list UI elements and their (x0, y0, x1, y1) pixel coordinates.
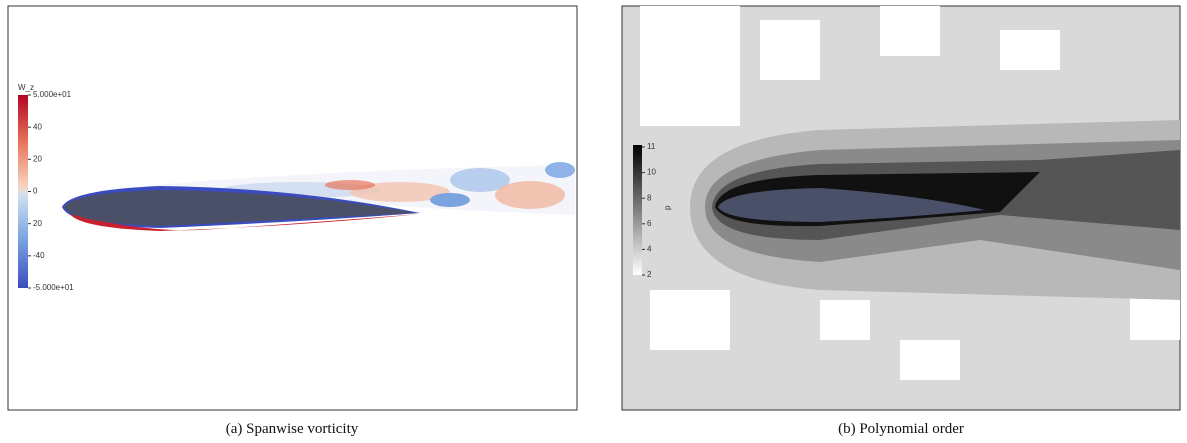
panel-a: W_z (a) Spanwise vorticity (8, 6, 577, 437)
colorbar (633, 145, 642, 275)
caption: (b) Polynomial order (838, 421, 964, 437)
colorbar-tick-label: 8 (647, 193, 652, 202)
colorbar-tick-label: 11 (647, 142, 656, 151)
colorbar-tick-label: -40 (33, 251, 45, 260)
page: W_z (a) Spanwise vorticity p (b) Polynom… (0, 0, 1187, 443)
colorbar-tick-label: 20 (33, 219, 42, 228)
figure: W_z (a) Spanwise vorticity p (b) Polynom… (0, 0, 1187, 443)
colorbar-tick-label: 0 (33, 187, 38, 196)
colorbar-tick-label: 40 (33, 122, 42, 131)
colorbar-tick-label: 4 (647, 245, 652, 254)
colorbar-tick-label: 5.000e+01 (33, 90, 72, 99)
colorbar (18, 95, 28, 288)
colorbar-tick-label: 6 (647, 219, 652, 228)
panel-b: p (b) Polynomial order (622, 6, 1180, 437)
colorbar-title: p (663, 205, 672, 210)
colorbar-tick-label: 20 (33, 154, 42, 163)
caption: (a) Spanwise vorticity (226, 421, 359, 437)
colorbar-title: W_z (18, 83, 34, 92)
colorbar-tick-label: 10 (647, 168, 656, 177)
colorbar-tick-label: 2 (647, 270, 652, 279)
colorbar-tick-label: -5.000e+01 (33, 283, 74, 292)
